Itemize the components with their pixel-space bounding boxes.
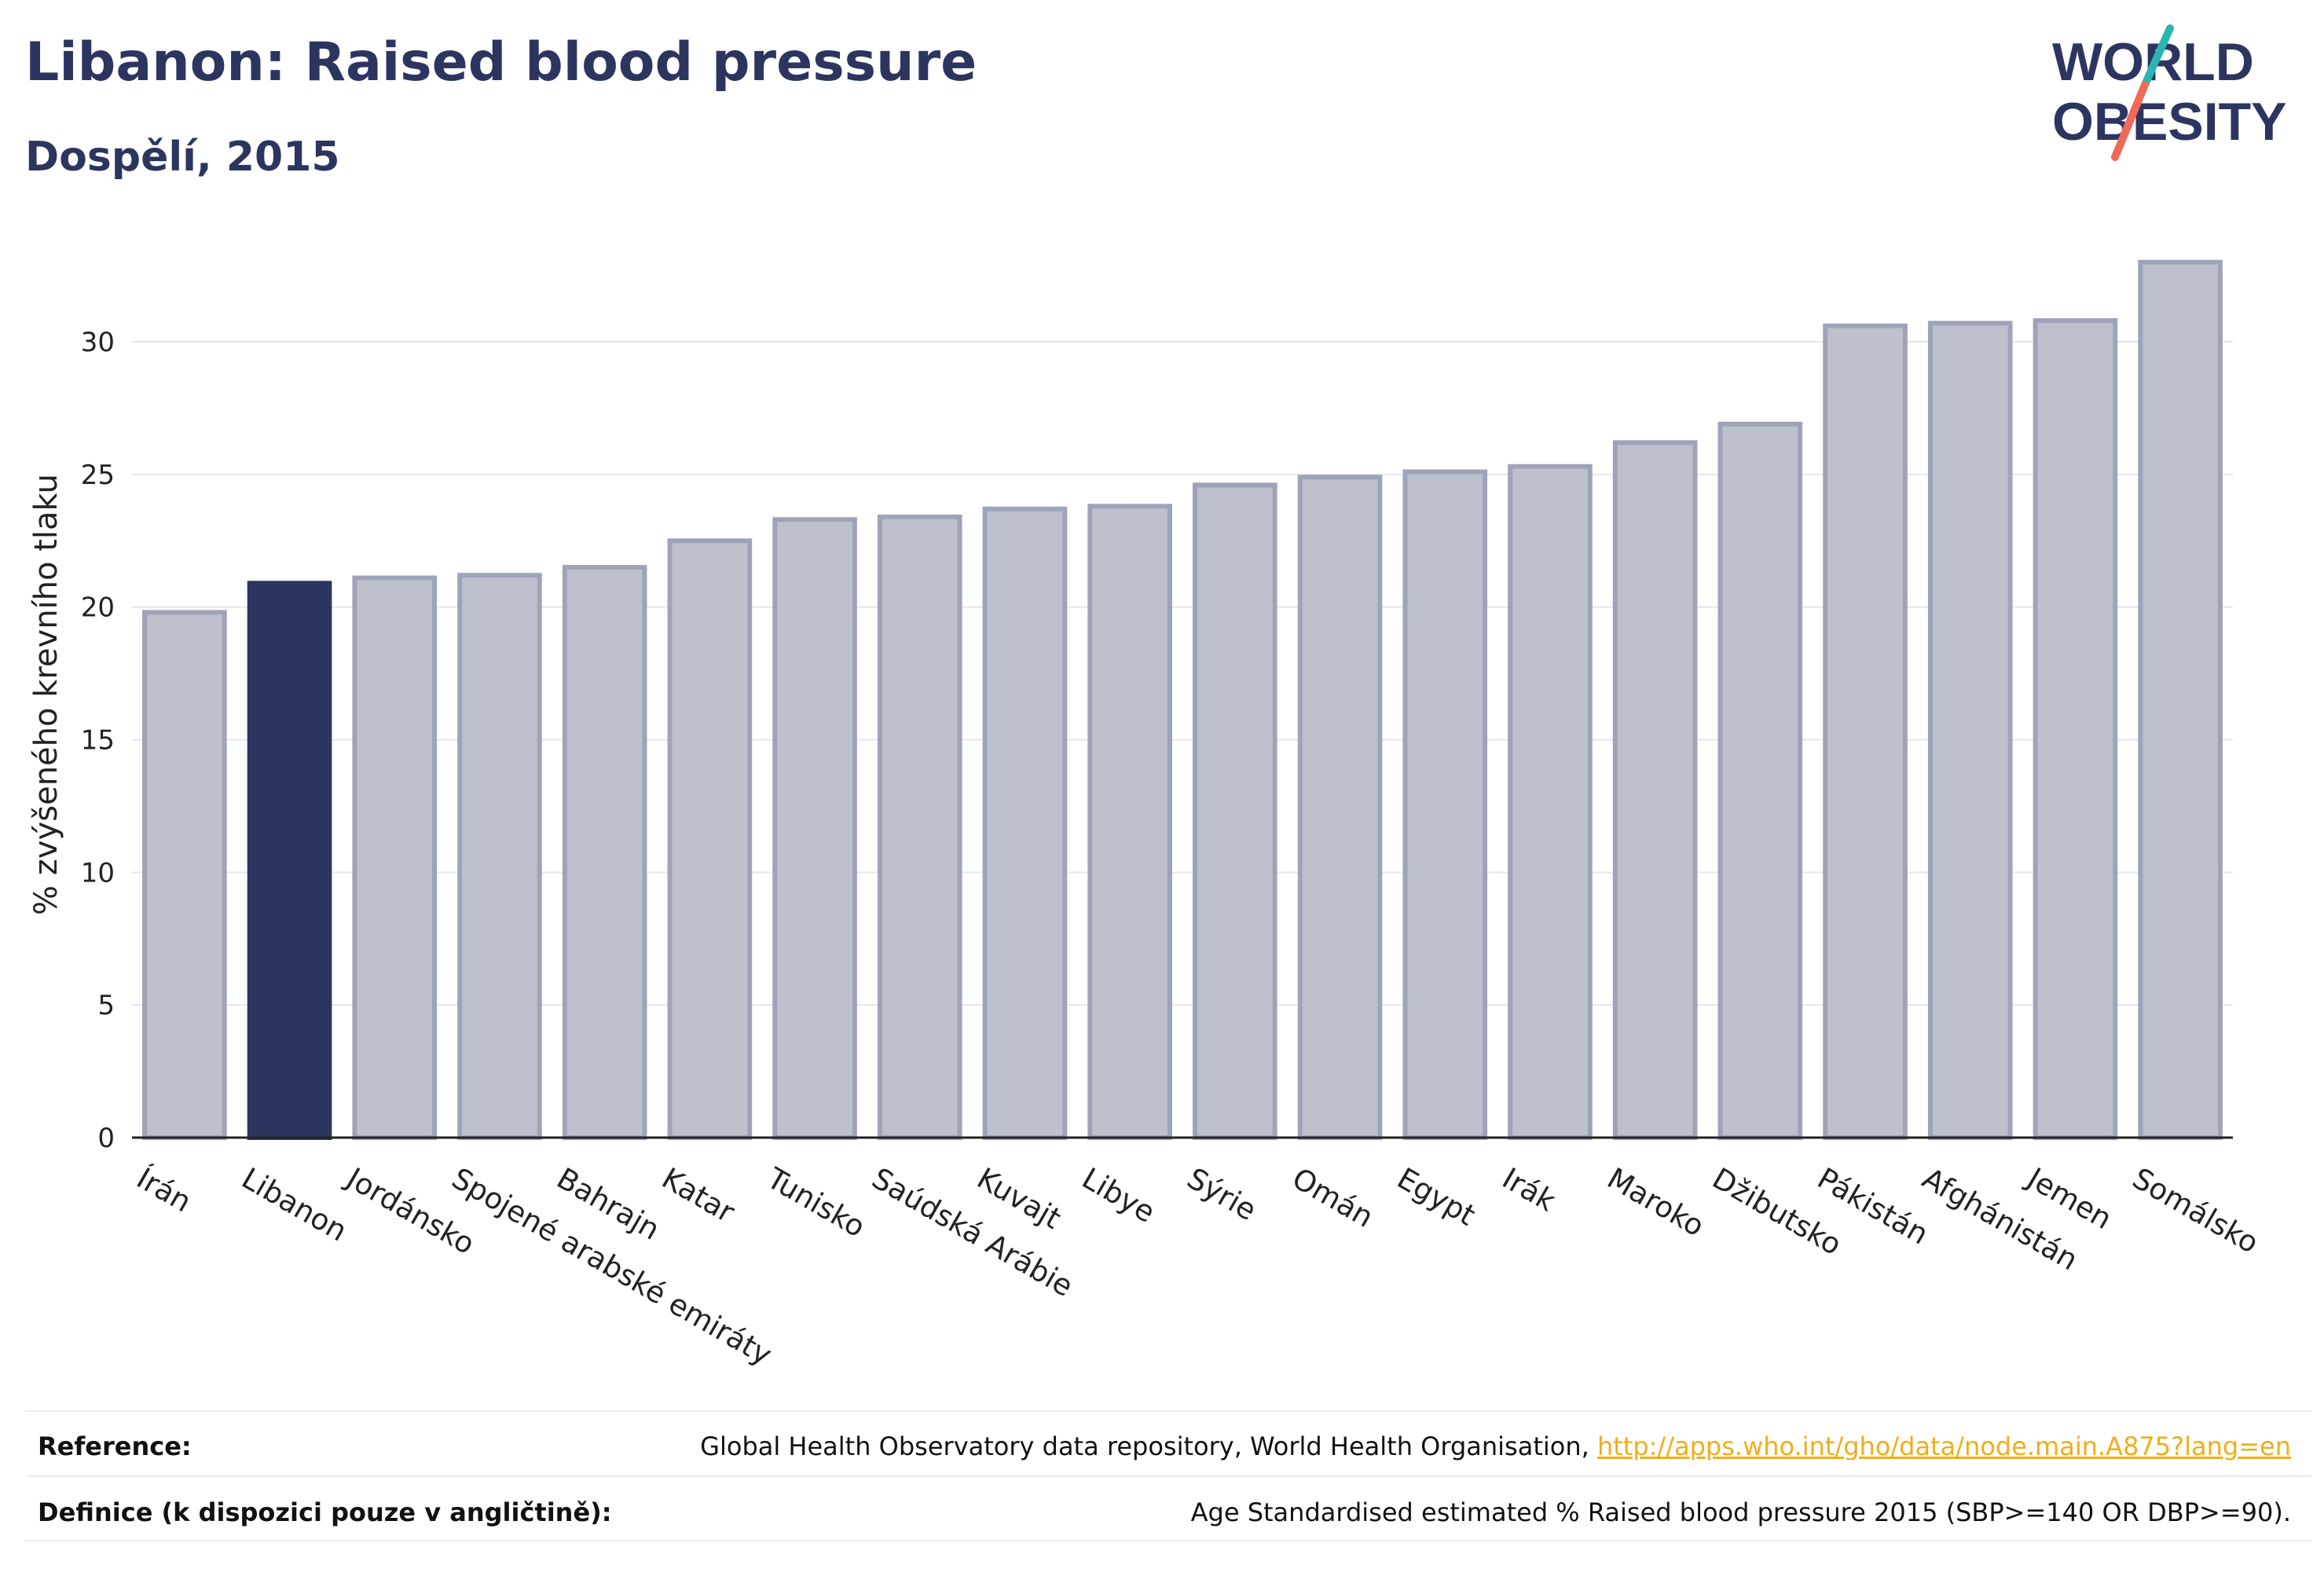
y-tick-label: 5	[97, 990, 115, 1021]
y-tick-label: 25	[81, 460, 115, 491]
x-tick-label: Irák	[1497, 1161, 1562, 1219]
bar-jemen	[2033, 318, 2118, 1140]
bar-omán	[1297, 475, 1383, 1140]
logo-slash-bottom	[2111, 81, 2149, 161]
bar-sýrie	[1193, 482, 1277, 1140]
bar-katar	[667, 538, 753, 1140]
chart-title: Libanon: Raised blood pressure	[25, 31, 977, 93]
x-tick-label: Somálsko	[2127, 1161, 2264, 1260]
x-tick-label: Omán	[1286, 1161, 1379, 1234]
bar-libye	[1087, 504, 1172, 1140]
bars	[142, 259, 2223, 1141]
footer-divider-top	[25, 1410, 2311, 1412]
y-tick-label: 30	[81, 327, 115, 358]
bar-somálsko	[2138, 259, 2223, 1141]
chart-subtitle: Dospělí, 2015	[25, 134, 340, 181]
reference-value: Global Health Observatory data repositor…	[700, 1431, 2291, 1461]
y-axis-label: % zvýšeného krevního tlaku	[28, 474, 64, 915]
y-tick-label: 10	[81, 857, 115, 889]
y-tick-label: 0	[97, 1123, 115, 1154]
bar-afghánistán	[1927, 321, 2013, 1140]
bar-kuvajt	[982, 506, 1068, 1140]
definition-value: Age Standardised estimated % Raised bloo…	[1190, 1497, 2291, 1527]
footer-divider-bottom	[25, 1540, 2311, 1541]
bar-maroko	[1612, 440, 1698, 1140]
logo-slash-top	[2141, 24, 2174, 89]
x-tick-label: Tunisko	[761, 1161, 871, 1244]
footer-divider-middle	[25, 1475, 2311, 1477]
bar-pákistán	[1823, 323, 1908, 1140]
x-tick-label: Maroko	[1602, 1161, 1710, 1243]
bar-libanon	[247, 581, 332, 1140]
bar-tunisko	[772, 517, 857, 1140]
x-tick-label: Sýrie	[1182, 1161, 1263, 1227]
logo-line-2: OBESITY	[2052, 92, 2287, 152]
reference-text: Global Health Observatory data repositor…	[700, 1431, 1597, 1461]
bar-irák	[1508, 464, 1593, 1140]
bar-írán	[142, 610, 227, 1140]
bar-spojené-arabské-emiráty	[457, 573, 542, 1140]
y-tick-label: 20	[81, 592, 115, 624]
x-tick-label: Libye	[1076, 1161, 1160, 1230]
world-obesity-logo: WORLD OBESITY	[2052, 24, 2287, 161]
x-tick-label: Egypt	[1391, 1161, 1481, 1233]
grid-lines	[132, 341, 2233, 1006]
x-tick-label: Libanon	[236, 1161, 352, 1248]
y-tick-label: 15	[81, 725, 115, 757]
reference-label: Reference:	[38, 1431, 192, 1461]
bar-saúdská-arábie	[877, 514, 962, 1140]
bar-džibutsko	[1717, 421, 1803, 1140]
bar-egypt	[1402, 469, 1488, 1140]
definition-label: Definice (k dispozici pouze v angličtině…	[38, 1497, 612, 1527]
reference-link[interactable]: http://apps.who.int/gho/data/node.main.A…	[1596, 1431, 2291, 1461]
bar-bahrajn	[562, 565, 647, 1140]
bar-jordánsko	[352, 575, 438, 1140]
x-tick-label: Írán	[131, 1160, 198, 1219]
x-tick-label: Katar	[656, 1161, 741, 1230]
